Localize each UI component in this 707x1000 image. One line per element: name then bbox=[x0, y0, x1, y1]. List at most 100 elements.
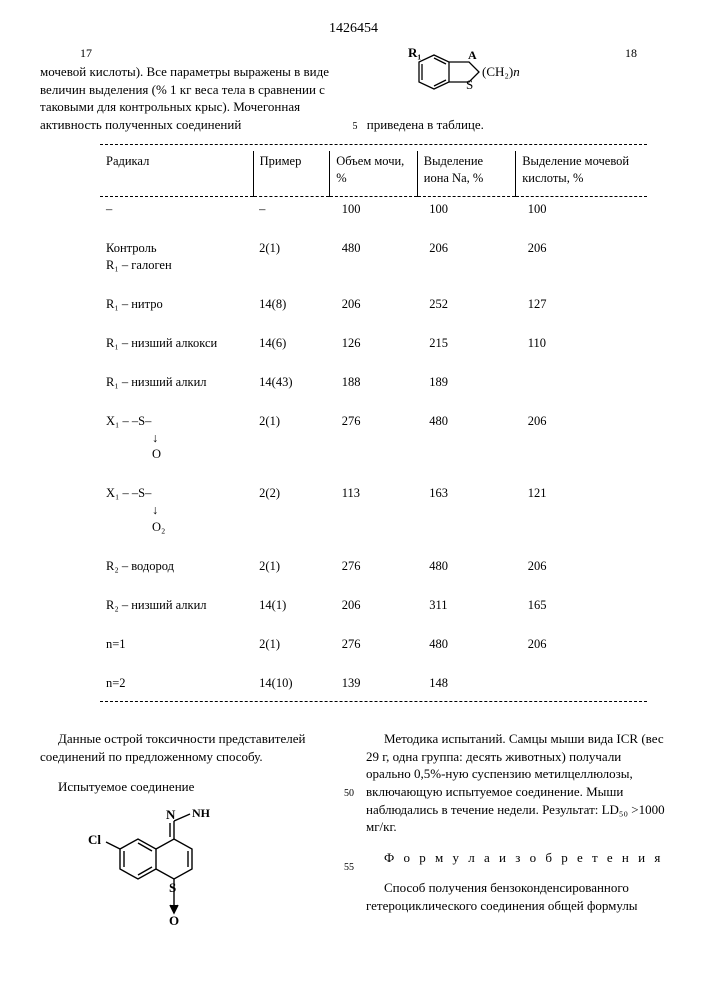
data-table: Радикал Пример Объем мочи, % Выделение и… bbox=[100, 151, 647, 696]
page-num-left: 17 bbox=[80, 45, 344, 61]
svg-text:(CH₂)n: (CH₂)n bbox=[482, 64, 520, 79]
cell-uric: 121 bbox=[516, 481, 647, 540]
table-row: ––100100100 bbox=[100, 197, 647, 222]
cell-radical: КонтрольR₁ – галоген bbox=[100, 236, 253, 278]
cell-radical: n=1 bbox=[100, 632, 253, 657]
cell-example: 2(1) bbox=[253, 409, 330, 468]
table-row: X₁ – –S–↓O2(1)276480206 bbox=[100, 409, 647, 468]
cell-uric: 206 bbox=[516, 632, 647, 657]
line-number-50: 50 bbox=[340, 787, 354, 801]
toxicity-intro: Данные острой токсичности представителей… bbox=[40, 730, 341, 765]
cell-example: 14(8) bbox=[253, 292, 330, 317]
cell-na: 100 bbox=[417, 197, 515, 222]
data-table-wrap: Радикал Пример Объем мочи, % Выделение и… bbox=[100, 144, 647, 703]
cell-radical: – bbox=[100, 197, 253, 222]
cell-radical: X₁ – –S–↓O₂ bbox=[100, 481, 253, 540]
table-row: R₁ – нитро14(8)206252127 bbox=[100, 292, 647, 317]
cell-example: 14(1) bbox=[253, 593, 330, 618]
cell-urine: 480 bbox=[330, 236, 418, 278]
paragraph-left: мочевой кислоты). Все параметры выражены… bbox=[40, 63, 344, 133]
bottom-columns: Данные острой токсичности представителей… bbox=[40, 717, 667, 939]
cell-na: 206 bbox=[417, 236, 515, 278]
cell-urine: 139 bbox=[330, 671, 418, 696]
cell-uric bbox=[516, 671, 647, 696]
cell-uric: 110 bbox=[516, 331, 647, 356]
cell-na: 215 bbox=[417, 331, 515, 356]
cell-urine: 100 bbox=[330, 197, 418, 222]
chlorobenzothiopyran-icon: Cl N NH S O bbox=[70, 809, 250, 929]
svg-text:S: S bbox=[466, 77, 473, 92]
cell-urine: 113 bbox=[330, 481, 418, 540]
svg-text:O: O bbox=[169, 913, 179, 928]
cell-urine: 206 bbox=[330, 593, 418, 618]
table-row: R₁ – низший алкокси14(6)126215110 bbox=[100, 331, 647, 356]
document-number: 1426454 bbox=[40, 20, 667, 39]
cell-radical: R₁ – низший алкил bbox=[100, 370, 253, 395]
right-col-bottom: Методика испытаний. Самцы мыши вида ICR … bbox=[366, 717, 667, 939]
table-header: Пример bbox=[253, 151, 330, 197]
tested-compound-label: Испытуемое соединение bbox=[40, 778, 341, 796]
cell-radical: X₁ – –S–↓O bbox=[100, 409, 253, 468]
table-row: КонтрольR₁ – галоген2(1)480206206 bbox=[100, 236, 647, 278]
cell-example: 14(10) bbox=[253, 671, 330, 696]
svg-text:R₁: R₁ bbox=[408, 45, 421, 60]
cell-uric: 100 bbox=[516, 197, 647, 222]
formula-heading: Ф о р м у л а и з о б р е т е н и я bbox=[366, 849, 667, 867]
svg-text:Cl: Cl bbox=[88, 832, 101, 847]
table-header: Выделение иона Na, % bbox=[417, 151, 515, 197]
table-header: Выделение мочевой кислоты, % bbox=[516, 151, 647, 197]
cell-uric bbox=[516, 370, 647, 395]
cell-urine: 188 bbox=[330, 370, 418, 395]
table-row: n=214(10)139148 bbox=[100, 671, 647, 696]
cell-na: 148 bbox=[417, 671, 515, 696]
line-number-55: 55 bbox=[340, 861, 354, 875]
cell-radical: R₂ – водород bbox=[100, 554, 253, 579]
method-text: Способ получения бензоконденсированного … bbox=[366, 879, 667, 914]
table-header: Объем мочи, % bbox=[330, 151, 418, 197]
cell-example: 2(2) bbox=[253, 481, 330, 540]
top-columns: 17 мочевой кислоты). Все параметры выраж… bbox=[40, 45, 667, 134]
cell-na: 252 bbox=[417, 292, 515, 317]
table-row: R₂ – низший алкил14(1)206311165 bbox=[100, 593, 647, 618]
cell-na: 311 bbox=[417, 593, 515, 618]
cell-urine: 276 bbox=[330, 554, 418, 579]
cell-example: – bbox=[253, 197, 330, 222]
chemical-formula-top: R₁ A (CH₂)n S bbox=[384, 45, 534, 100]
svg-text:A: A bbox=[468, 48, 477, 62]
right-col-top: 18 R₁ A (CH₂)n S 5 приведена в т bbox=[364, 45, 668, 134]
table-row: R₁ – низший алкил14(43)188189 bbox=[100, 370, 647, 395]
left-col-top: 17 мочевой кислоты). Все параметры выраж… bbox=[40, 45, 344, 134]
cell-uric: 127 bbox=[516, 292, 647, 317]
left-col-bottom: Данные острой токсичности представителей… bbox=[40, 717, 341, 939]
cell-urine: 276 bbox=[330, 409, 418, 468]
cell-na: 480 bbox=[417, 554, 515, 579]
cell-radical: R₁ – низший алкокси bbox=[100, 331, 253, 356]
svg-text:S: S bbox=[169, 880, 176, 895]
cell-uric: 206 bbox=[516, 409, 647, 468]
cell-na: 189 bbox=[417, 370, 515, 395]
cell-radical: n=2 bbox=[100, 671, 253, 696]
cell-example: 2(1) bbox=[253, 632, 330, 657]
cell-na: 480 bbox=[417, 409, 515, 468]
cell-urine: 276 bbox=[330, 632, 418, 657]
table-row: n=12(1)276480206 bbox=[100, 632, 647, 657]
table-header: Радикал bbox=[100, 151, 253, 197]
cell-urine: 206 bbox=[330, 292, 418, 317]
benzothiophene-icon: R₁ A (CH₂)n S bbox=[384, 45, 534, 100]
cell-example: 2(1) bbox=[253, 236, 330, 278]
cell-example: 14(6) bbox=[253, 331, 330, 356]
cell-example: 2(1) bbox=[253, 554, 330, 579]
cell-uric: 206 bbox=[516, 236, 647, 278]
svg-text:N: N bbox=[166, 809, 176, 822]
svg-text:NH: NH bbox=[192, 809, 211, 820]
paragraph-right: приведена в таблице. bbox=[367, 117, 484, 132]
line-number-5: 5 bbox=[344, 120, 358, 134]
table-row: X₁ – –S–↓O₂2(2)113163121 bbox=[100, 481, 647, 540]
cell-uric: 165 bbox=[516, 593, 647, 618]
cell-radical: R₁ – нитро bbox=[100, 292, 253, 317]
cell-uric: 206 bbox=[516, 554, 647, 579]
cell-na: 480 bbox=[417, 632, 515, 657]
cell-radical: R₂ – низший алкил bbox=[100, 593, 253, 618]
methodology-text: Методика испытаний. Самцы мыши вида ICR … bbox=[366, 730, 667, 835]
chemical-structure-bottom: Cl N NH S O bbox=[70, 809, 341, 929]
